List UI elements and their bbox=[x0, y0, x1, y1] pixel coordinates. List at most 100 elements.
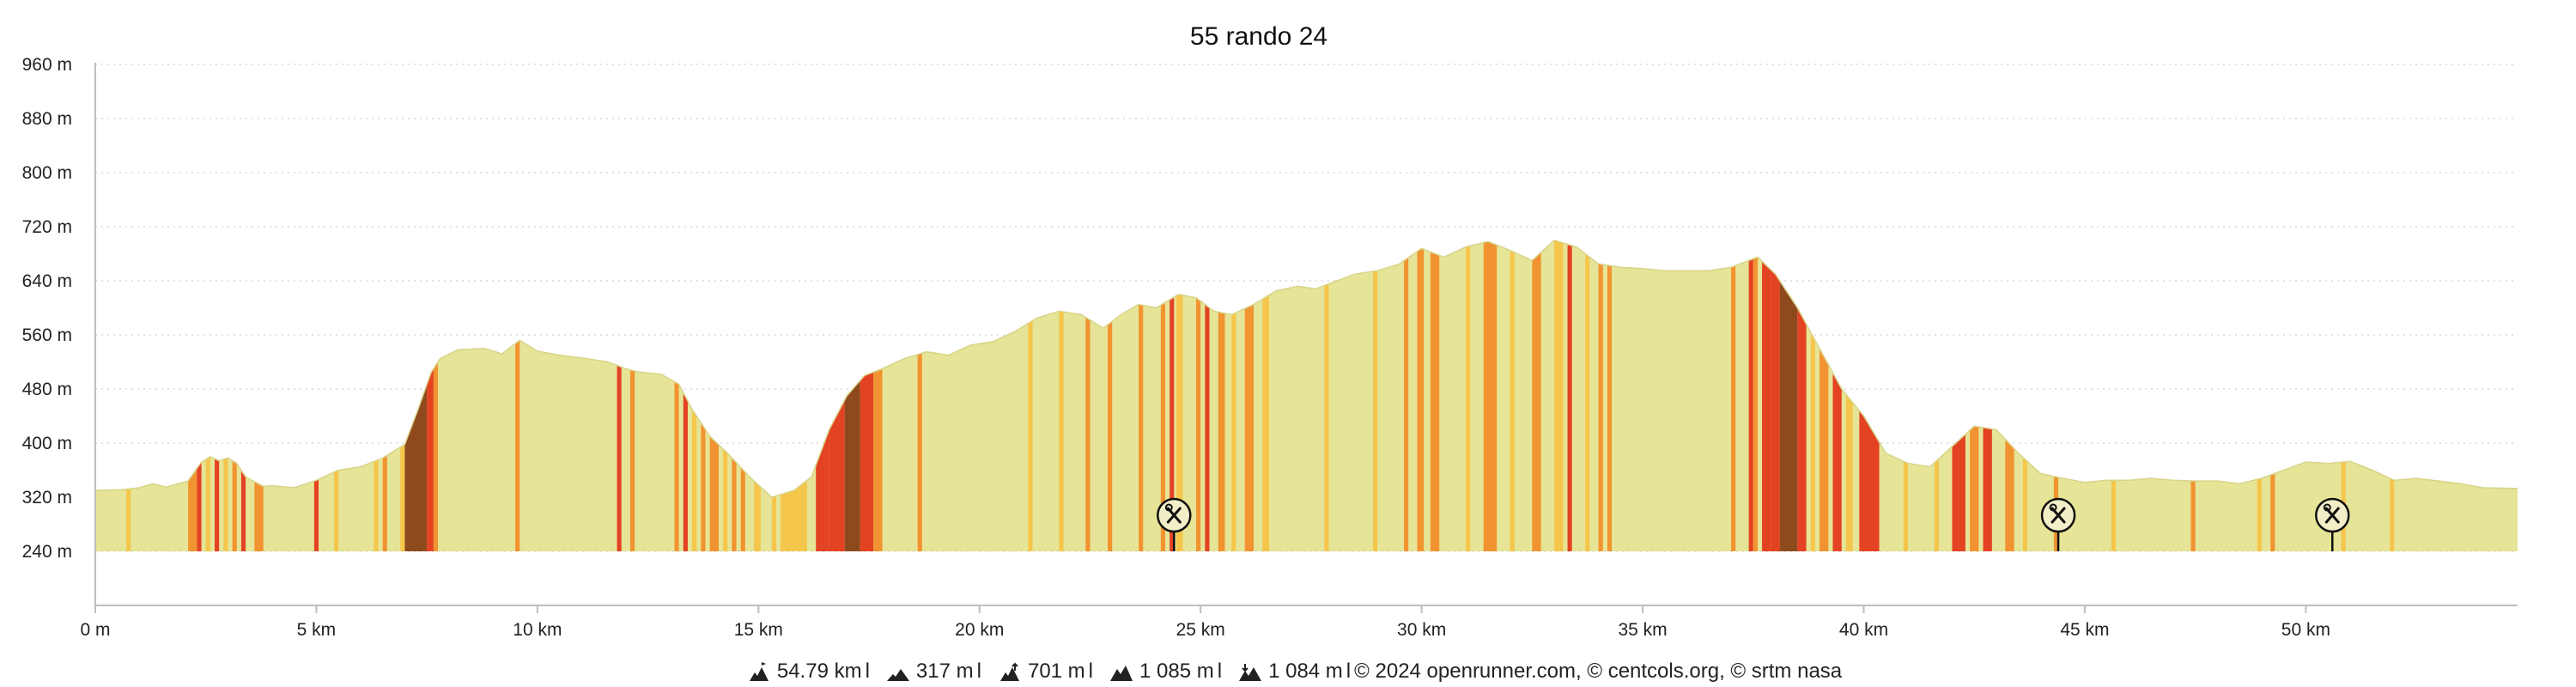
slope-band bbox=[1510, 240, 1515, 551]
slope-band bbox=[1762, 240, 1771, 551]
elevation-loss-icon bbox=[1237, 660, 1263, 683]
slope-band bbox=[1170, 240, 1175, 551]
elevation-loss-value: 1 084 m bbox=[1268, 660, 1343, 683]
slope-band bbox=[2190, 240, 2196, 551]
slope-band bbox=[709, 240, 719, 551]
elevation-max-value: 1 085 m bbox=[1139, 660, 1214, 683]
slope-band bbox=[1903, 240, 1908, 551]
y-tick-label: 400 m bbox=[22, 434, 72, 453]
slope-band bbox=[515, 240, 520, 551]
slope-band bbox=[1139, 240, 1144, 551]
slope-band bbox=[197, 240, 202, 551]
slope-band bbox=[1324, 240, 1329, 551]
slope-band bbox=[232, 240, 237, 551]
slope-band bbox=[1244, 240, 1254, 551]
slope-band bbox=[723, 240, 728, 551]
separator: l bbox=[1088, 660, 1094, 683]
slope-band bbox=[1430, 240, 1440, 551]
credits: © 2024 openrunner.com, © centcols.org, ©… bbox=[1354, 660, 1843, 683]
x-tick-label: 15 km bbox=[734, 620, 783, 640]
slope-band bbox=[404, 240, 428, 551]
x-axis: 0 m 5 km 10 km 15 km 20 km 25 km 30 km 35 km 40 … bbox=[80, 605, 2330, 640]
slope-band bbox=[844, 240, 860, 551]
slope-band bbox=[1970, 240, 1979, 551]
slope-band bbox=[1598, 240, 1603, 551]
slope-band bbox=[1108, 240, 1113, 551]
slope-band bbox=[1934, 240, 1940, 551]
x-tick-label: 40 km bbox=[1839, 620, 1888, 640]
x-tick-label: 25 km bbox=[1176, 620, 1225, 640]
y-tick-label: 880 m bbox=[22, 109, 72, 129]
elevation-gain-value: 701 m bbox=[1027, 660, 1085, 683]
distance-value: 54.79 km bbox=[776, 660, 862, 683]
slope-band bbox=[2022, 240, 2028, 551]
slope-band bbox=[1731, 240, 1736, 551]
slope-band bbox=[873, 240, 883, 551]
slope-band bbox=[1771, 240, 1780, 551]
slope-band bbox=[254, 240, 264, 551]
slope-band bbox=[829, 240, 845, 551]
slope-band bbox=[629, 240, 635, 551]
slope-band bbox=[1810, 240, 1815, 551]
elevation-area bbox=[95, 240, 2518, 551]
distance-icon bbox=[746, 660, 772, 683]
slope-band bbox=[240, 240, 246, 551]
slope-band bbox=[1567, 240, 1572, 551]
slope-band bbox=[1372, 240, 1378, 551]
x-tick-label: 0 m bbox=[80, 620, 110, 640]
chart-title: 55 rando 24 bbox=[1190, 22, 1327, 51]
slope-band bbox=[1059, 240, 1064, 551]
slope-band bbox=[205, 240, 210, 551]
slope-band bbox=[617, 240, 622, 551]
slope-band bbox=[1779, 240, 1798, 551]
slope-band bbox=[1532, 240, 1541, 551]
slope-band bbox=[1231, 240, 1236, 551]
slope-band bbox=[2005, 240, 2014, 551]
elevation-max-icon bbox=[1109, 660, 1134, 683]
y-tick-label: 320 m bbox=[22, 488, 72, 508]
slope-band bbox=[1585, 240, 1590, 551]
slope-band bbox=[740, 240, 745, 551]
slope-band bbox=[374, 240, 379, 551]
x-tick-label: 10 km bbox=[513, 620, 562, 640]
slope-band bbox=[1176, 240, 1183, 551]
x-tick-label: 35 km bbox=[1618, 620, 1667, 640]
slope-band bbox=[334, 240, 339, 551]
y-tick-label: 480 m bbox=[22, 380, 72, 399]
slope-band bbox=[692, 240, 697, 551]
slope-band bbox=[1845, 240, 1853, 551]
slope-band bbox=[754, 240, 761, 551]
slope-band bbox=[785, 240, 807, 551]
y-axis: 240 m 320 m 400 m 480 m 560 m 640 m 720 m 800 m… bbox=[22, 55, 72, 562]
slope-band bbox=[1748, 240, 1753, 551]
separator: l bbox=[1217, 660, 1223, 683]
elevation-profile bbox=[94, 239, 2518, 551]
stats-footer: 54.79 km l 317 m l 701 m l 1 085 m l 1 0… bbox=[0, 656, 2576, 687]
slope-band bbox=[1859, 240, 1880, 551]
elevation-gain-icon bbox=[997, 660, 1023, 683]
tools-icon bbox=[1157, 497, 1192, 551]
slope-band bbox=[1797, 240, 1807, 551]
y-tick-label: 560 m bbox=[22, 325, 72, 345]
slope-band bbox=[701, 240, 706, 551]
slope-band bbox=[1218, 240, 1225, 551]
x-tick-label: 30 km bbox=[1397, 620, 1446, 640]
slope-band bbox=[433, 240, 439, 551]
slope-band bbox=[1196, 240, 1201, 551]
y-tick-label: 240 m bbox=[22, 542, 72, 562]
x-tick-label: 45 km bbox=[2060, 620, 2109, 640]
elevation-min-icon bbox=[885, 660, 911, 683]
markers bbox=[1157, 497, 2350, 551]
slope-band bbox=[1466, 240, 1471, 551]
slope-band bbox=[215, 240, 220, 551]
y-tick-label: 800 m bbox=[22, 163, 72, 183]
slope-band bbox=[2270, 240, 2275, 551]
slope-band bbox=[683, 240, 688, 551]
slope-band bbox=[1554, 240, 1564, 551]
slope-band bbox=[1205, 240, 1210, 551]
slope-band bbox=[126, 240, 131, 551]
elevation-min-value: 317 m bbox=[915, 660, 974, 683]
slope-band bbox=[2053, 240, 2059, 551]
slope-band bbox=[1085, 240, 1091, 551]
slope-band bbox=[1404, 240, 1409, 551]
